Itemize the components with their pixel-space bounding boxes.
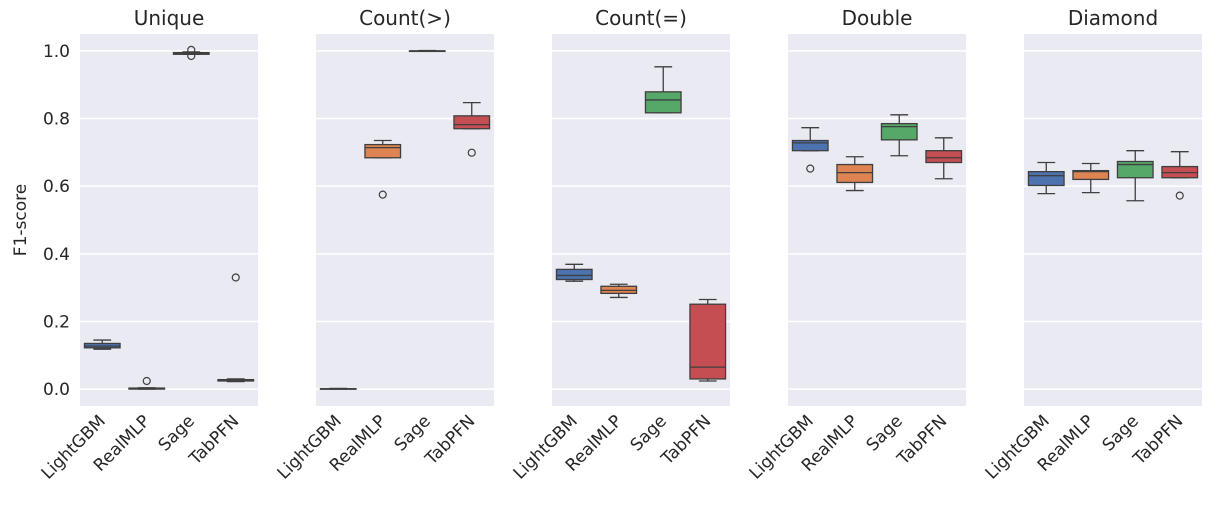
box	[880, 122, 918, 141]
plot-background	[80, 34, 258, 406]
x-tick-label: TabPFN	[421, 411, 479, 469]
plot-background	[788, 34, 966, 406]
x-tick-label: LightGBM	[38, 411, 110, 483]
x-tick-label: TabPFN	[185, 411, 243, 469]
x-tick-label: LightGBM	[510, 411, 582, 483]
box	[791, 139, 829, 152]
panel-title: Count(>)	[359, 6, 451, 30]
box	[453, 115, 491, 130]
x-tick-label: LightGBM	[274, 411, 346, 483]
outlier	[142, 376, 151, 386]
y-tick-label: 0.0	[43, 380, 70, 400]
outlier	[378, 190, 387, 199]
y-tick-label: 1.0	[43, 42, 70, 62]
panel-title: Count(=)	[595, 6, 687, 30]
panel-title: Double	[842, 6, 913, 30]
box	[364, 143, 402, 159]
box	[1116, 160, 1154, 179]
box	[1072, 169, 1110, 181]
x-tick-label: LightGBM	[982, 411, 1054, 483]
outlier	[1175, 191, 1184, 200]
y-tick-label: 0.8	[43, 110, 70, 130]
x-tick-label: LightGBM	[746, 411, 818, 483]
box	[644, 91, 682, 114]
y-tick-label: 0.6	[43, 177, 70, 197]
panel: Unique 0.0 0.2 0.4 0.6 0.8 1.0 F1-score LightGBM…	[11, 6, 258, 483]
x-tick-label: TabPFN	[657, 411, 715, 469]
box	[1027, 170, 1065, 187]
x-tick-label: TabPFN	[893, 411, 951, 469]
x-tick-label: TabPFN	[1129, 411, 1187, 469]
box	[925, 150, 963, 164]
plot-background	[1024, 34, 1202, 406]
outlier	[187, 51, 196, 61]
outlier	[467, 148, 476, 157]
y-tick-label: 0.2	[43, 312, 70, 332]
plot-background	[316, 34, 494, 406]
panel-title: Unique	[134, 6, 205, 30]
outlier	[806, 164, 815, 173]
y-tick-label: 0.4	[43, 245, 70, 265]
outlier	[187, 45, 196, 54]
box	[836, 163, 874, 184]
y-axis-label: F1-score	[11, 184, 31, 256]
outlier	[231, 273, 240, 282]
panel-title: Diamond	[1068, 6, 1158, 30]
box	[555, 268, 593, 281]
